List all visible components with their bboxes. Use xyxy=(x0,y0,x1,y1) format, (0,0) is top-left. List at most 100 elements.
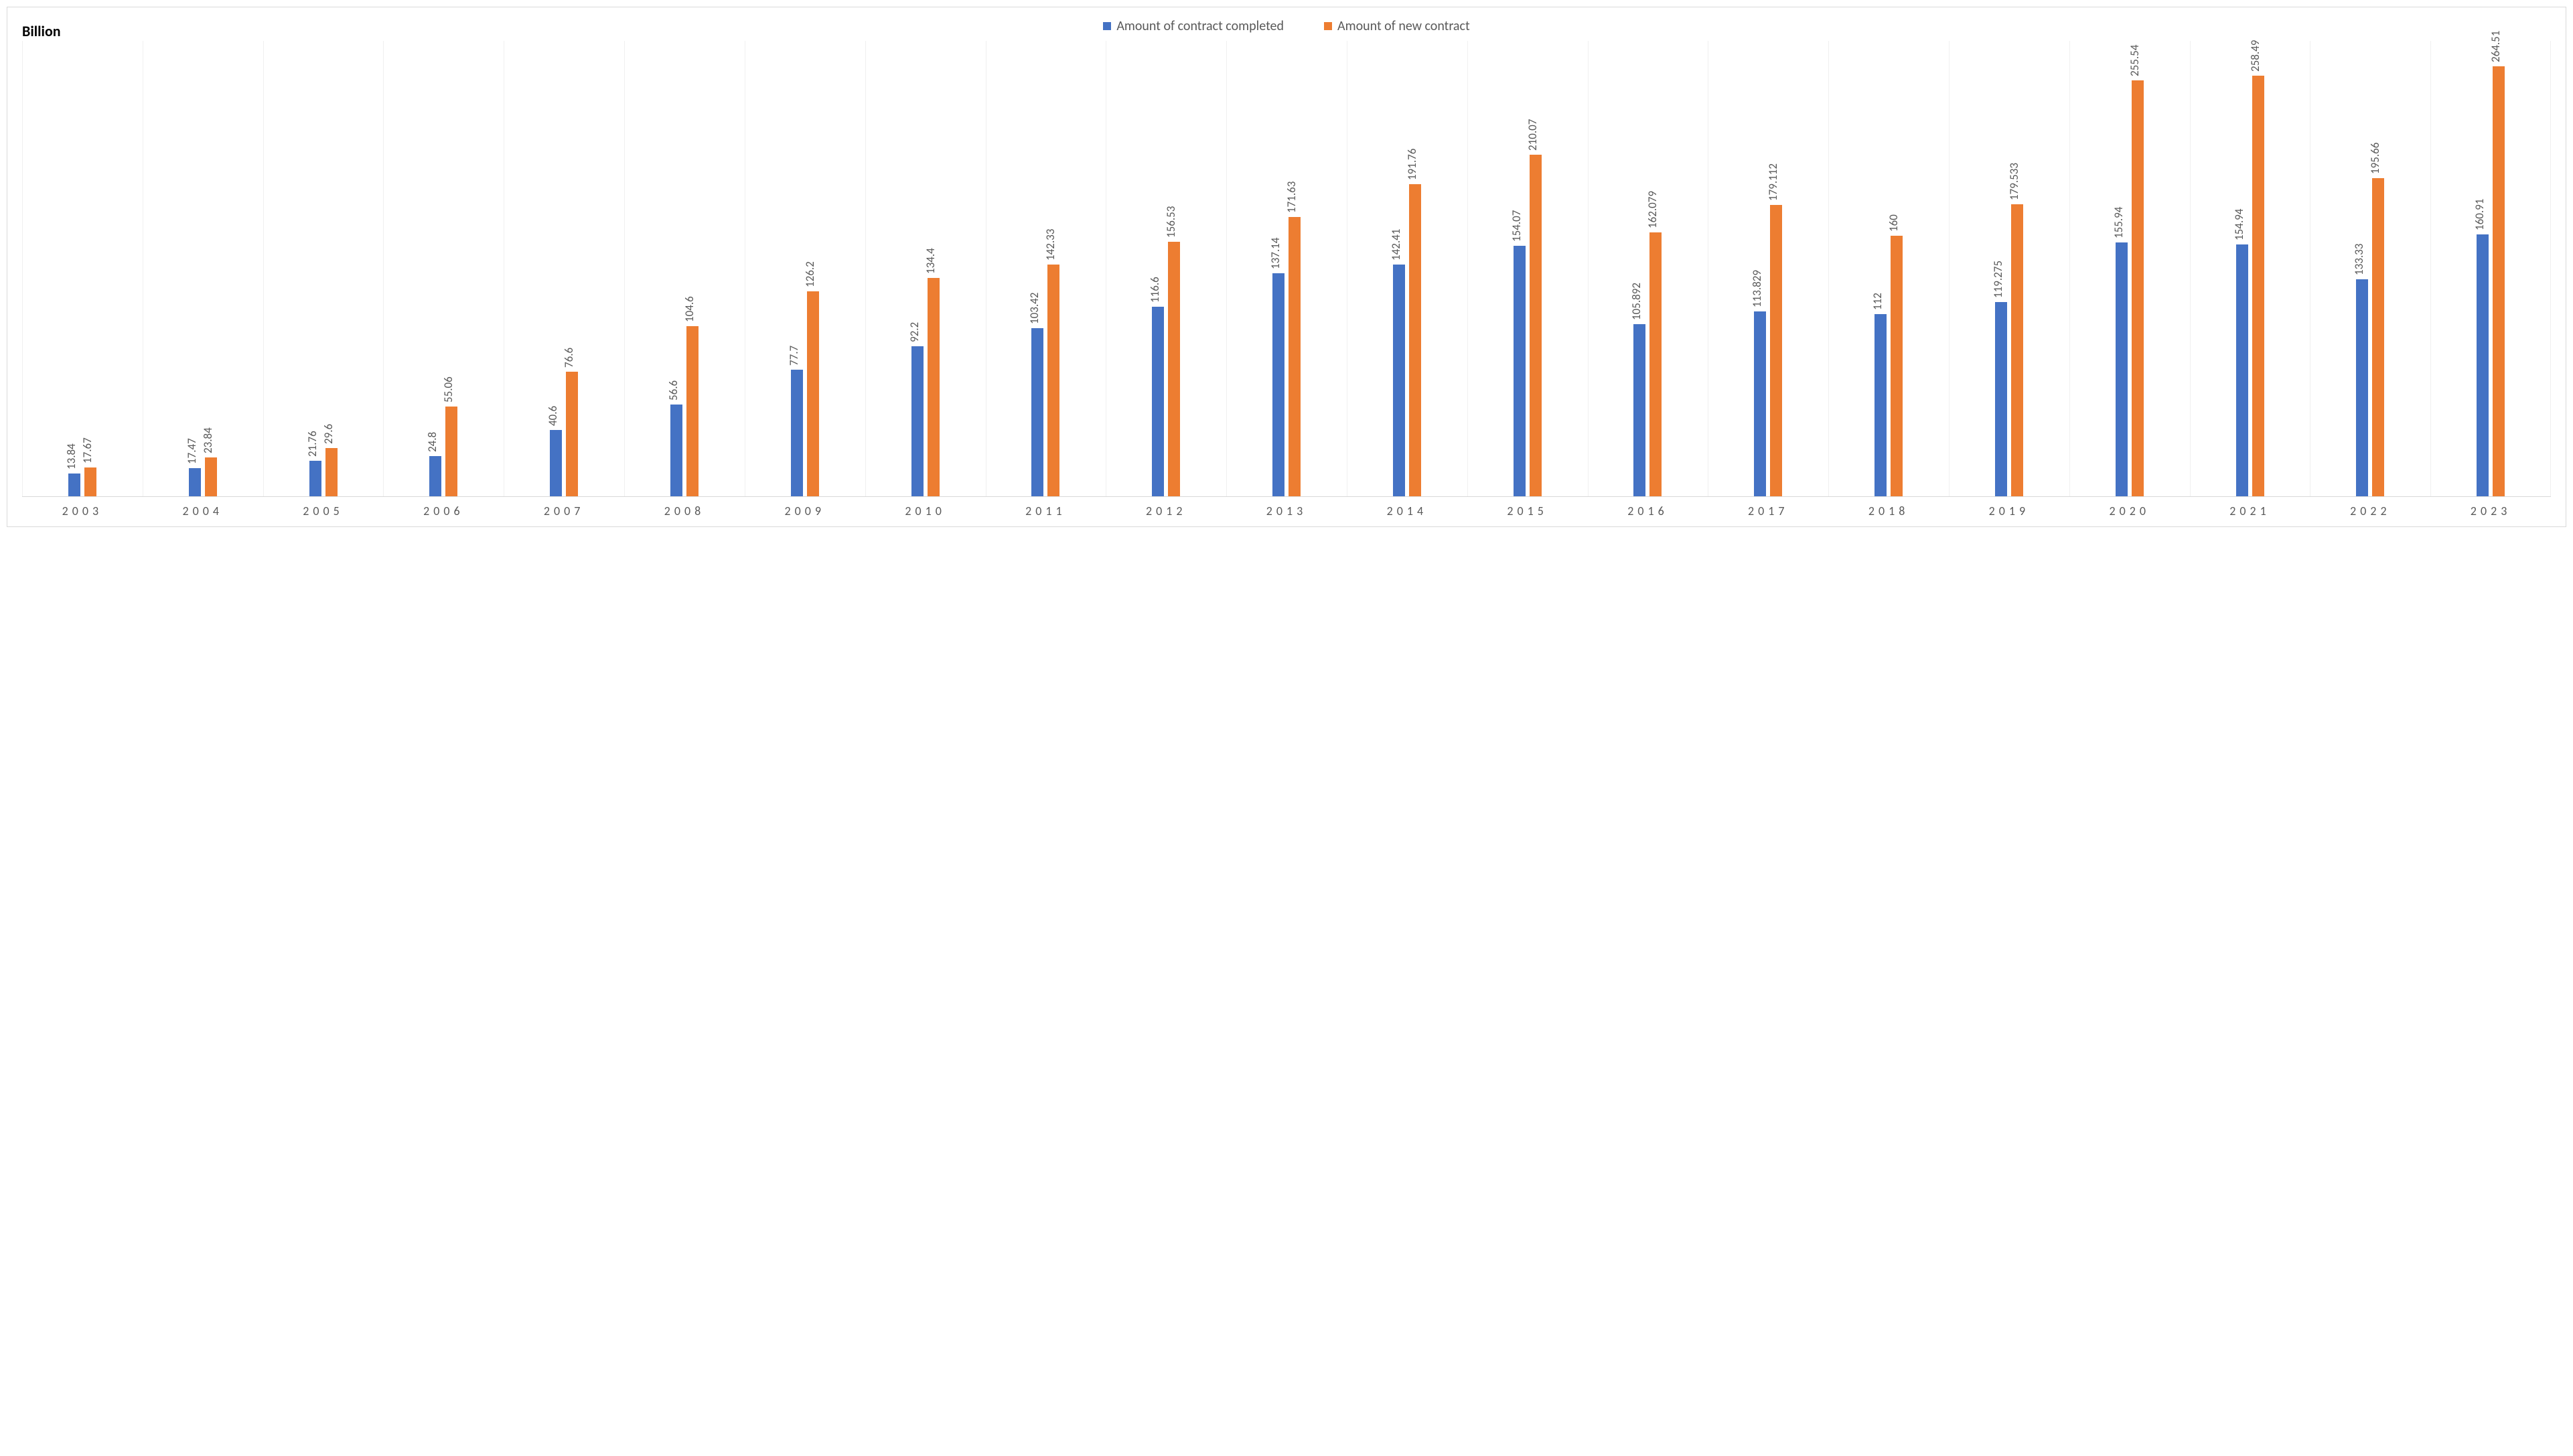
x-tick-label: 2017 xyxy=(1708,497,1828,518)
bar-completed: 21.76 xyxy=(309,461,321,496)
bar-completed: 154.94 xyxy=(2236,244,2248,496)
bar-new: 142.33 xyxy=(1047,265,1059,496)
bar-value-label: 255.54 xyxy=(2128,45,2142,76)
year-group: 160.91 264.51 xyxy=(2430,41,2551,496)
year-group: 154.94 258.49 xyxy=(2190,41,2310,496)
bar-new: 55.06 xyxy=(445,407,457,496)
bar-new: 104.6 xyxy=(686,326,699,496)
bar-completed: 137.14 xyxy=(1272,273,1284,496)
bar-new: 126.2 xyxy=(807,291,819,496)
chart-inner: Billion Amount of contract completed Amo… xyxy=(15,15,2558,518)
x-tick-label: 2006 xyxy=(383,497,504,518)
bar-value-label: 154.07 xyxy=(1510,210,1524,241)
x-tick-label: 2020 xyxy=(2069,497,2190,518)
bar-new: 156.53 xyxy=(1168,242,1180,496)
bar-value-label: 116.6 xyxy=(1148,277,1162,303)
bar-value-label: 160 xyxy=(1887,215,1901,232)
bar-value-label: 171.63 xyxy=(1284,181,1299,213)
bar-new: 29.6 xyxy=(325,448,338,496)
bar-value-label: 160.91 xyxy=(2473,199,2487,230)
bar-new: 17.67 xyxy=(84,467,96,496)
x-tick-label: 2018 xyxy=(1828,497,1949,518)
bar-completed: 112 xyxy=(1874,314,1887,496)
x-tick-label: 2004 xyxy=(143,497,263,518)
bar-value-label: 126.2 xyxy=(803,261,817,287)
bar-completed: 133.33 xyxy=(2356,279,2368,496)
bar-value-label: 119.275 xyxy=(1991,261,2005,298)
year-group: 17.4723.84 xyxy=(143,41,263,496)
bar-new: 264.51 xyxy=(2493,66,2505,496)
bar-completed: 13.84 xyxy=(68,474,80,496)
year-group: 116.6 156.53 xyxy=(1106,41,1226,496)
x-tick-label: 2008 xyxy=(624,497,745,518)
legend-item-new: Amount of new contract xyxy=(1324,18,1470,34)
bar-value-label: 264.51 xyxy=(2489,30,2503,62)
x-tick-label: 2007 xyxy=(504,497,624,518)
year-group: 112 160 xyxy=(1828,41,1949,496)
bar-new: 210.07 xyxy=(1530,155,1542,496)
legend-swatch-completed xyxy=(1103,22,1111,30)
x-tick-label: 2013 xyxy=(1226,497,1347,518)
bar-completed: 154.07 xyxy=(1514,246,1526,496)
x-tick-label: 2003 xyxy=(22,497,143,518)
bar-new: 179.112 xyxy=(1770,205,1782,496)
bar-value-label: 17.47 xyxy=(185,438,199,464)
bar-value-label: 142.33 xyxy=(1043,229,1057,261)
bar-value-label: 112 xyxy=(1870,293,1885,310)
bar-completed: 56.6 xyxy=(670,405,682,496)
y-axis-title: Billion xyxy=(22,22,61,40)
year-group: 137.14 171.63 xyxy=(1226,41,1347,496)
x-tick-label: 2015 xyxy=(1467,497,1588,518)
bar-value-label: 56.6 xyxy=(666,380,680,400)
bar-new: 258.49 xyxy=(2252,76,2264,496)
x-tick-label: 2012 xyxy=(1106,497,1226,518)
bar-completed: 105.892 xyxy=(1633,324,1645,496)
bar-value-label: 77.7 xyxy=(787,346,801,366)
bar-completed: 92.2 xyxy=(911,346,924,496)
bar-completed: 103.42 xyxy=(1031,328,1043,496)
bar-value-label: 13.84 xyxy=(64,444,78,470)
bar-value-label: 104.6 xyxy=(682,296,696,322)
bar-value-label: 210.07 xyxy=(1526,119,1540,150)
year-group: 155.94 255.54 xyxy=(2069,41,2190,496)
bar-completed: 142.41 xyxy=(1393,265,1405,496)
bar-value-label: 133.33 xyxy=(2352,244,2366,275)
year-group: 21.7629.6 xyxy=(263,41,384,496)
bar-value-label: 154.94 xyxy=(2232,208,2246,240)
plot-area: 13.8417.6717.4723.8421.7629.624.855.0640… xyxy=(22,41,2551,496)
legend-label-completed: Amount of contract completed xyxy=(1116,18,1284,34)
chart-container: Billion Amount of contract completed Amo… xyxy=(7,7,2566,527)
bar-completed: 17.47 xyxy=(189,468,201,496)
x-tick-label: 2010 xyxy=(865,497,986,518)
year-group: 119.275179.533 xyxy=(1949,41,2069,496)
x-tick-label: 2009 xyxy=(745,497,865,518)
bar-completed: 40.6 xyxy=(550,430,562,496)
bar-value-label: 23.84 xyxy=(201,427,215,453)
bar-new: 162.079 xyxy=(1649,232,1662,496)
bar-value-label: 134.4 xyxy=(924,248,938,274)
x-axis: 2003200420052006200720082009201020112012… xyxy=(22,496,2551,518)
bar-value-label: 29.6 xyxy=(321,424,336,444)
bar-value-label: 55.06 xyxy=(441,377,455,403)
bar-value-label: 156.53 xyxy=(1164,206,1178,237)
x-tick-label: 2016 xyxy=(1588,497,1708,518)
bar-value-label: 103.42 xyxy=(1027,292,1041,323)
legend: Amount of contract completed Amount of n… xyxy=(15,15,2558,41)
year-group: 113.829 179.112 xyxy=(1708,41,1828,496)
bar-value-label: 113.829 xyxy=(1750,270,1764,307)
bar-value-label: 137.14 xyxy=(1268,238,1282,269)
bar-new: 255.54 xyxy=(2132,80,2144,496)
bar-value-label: 191.76 xyxy=(1405,149,1419,180)
x-tick-label: 2019 xyxy=(1949,497,2069,518)
bar-new: 191.76 xyxy=(1409,184,1421,496)
bar-value-label: 155.94 xyxy=(2112,207,2126,238)
year-group: 56.6 104.6 xyxy=(624,41,745,496)
bar-completed: 24.8 xyxy=(429,456,441,496)
bar-value-label: 258.49 xyxy=(2248,40,2262,72)
year-group: 13.84 17.67 xyxy=(22,41,143,496)
bar-value-label: 21.76 xyxy=(305,431,319,457)
bar-new: 76.6 xyxy=(566,372,578,496)
bar-new: 134.4 xyxy=(928,278,940,496)
bar-new: 171.63 xyxy=(1289,217,1301,496)
bar-completed: 77.7 xyxy=(791,370,803,496)
